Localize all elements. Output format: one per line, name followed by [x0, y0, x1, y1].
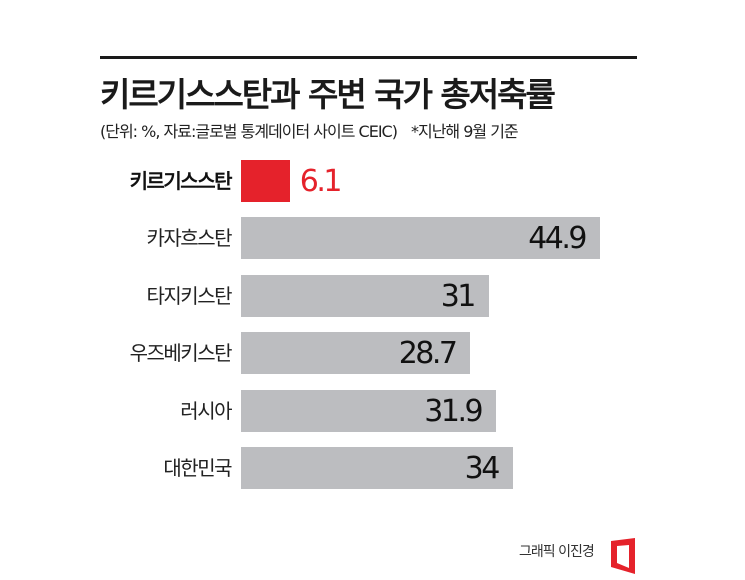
category-label: 카자흐스탄 — [146, 226, 233, 250]
graphic-credit: 그래픽 이진경 — [519, 544, 595, 560]
bar-row: 키르기스스탄 6.1 — [0, 160, 745, 202]
category-label: 러시아 — [180, 399, 232, 423]
bar — [241, 160, 290, 202]
value-label: 6.1 — [299, 164, 343, 199]
value-label: 31.9 — [424, 394, 483, 429]
value-label: 44.9 — [528, 221, 587, 256]
chart-title: 키르기스스탄과 주변 국가 총저축률 — [100, 75, 556, 114]
value-label: 28.7 — [398, 336, 458, 371]
value-label: 34 — [464, 451, 501, 486]
bar — [241, 332, 471, 374]
top-rule — [100, 56, 637, 59]
bar-row: 우즈베키스탄 28.7 — [0, 332, 745, 374]
bar-row: 대한민국 34 — [0, 447, 745, 489]
bar-row: 카자흐스탄 44.9 — [0, 217, 745, 259]
value-label: 31 — [440, 279, 477, 314]
bar — [241, 390, 497, 432]
bar-row: 타지키스탄 31 — [0, 275, 745, 317]
bar-row: 러시아 31.9 — [0, 390, 745, 432]
chart-subtitle: (단위: %, 자료:글로벌 통계데이터 사이트 CEIC) *지난해 9월 기준 — [100, 118, 519, 142]
category-label: 키르기스스탄 — [129, 169, 233, 193]
publisher-logo-icon — [611, 538, 635, 574]
bar — [241, 217, 600, 259]
date-note: *지난해 9월 기준 — [410, 122, 519, 141]
category-label: 타지키스탄 — [146, 284, 233, 308]
category-label: 우즈베키스탄 — [129, 341, 233, 365]
bar — [241, 275, 489, 317]
unit-source-text: (단위: %, 자료:글로벌 통계데이터 사이트 CEIC) — [100, 122, 398, 141]
bar — [241, 447, 513, 489]
category-label: 대한민국 — [163, 456, 232, 480]
